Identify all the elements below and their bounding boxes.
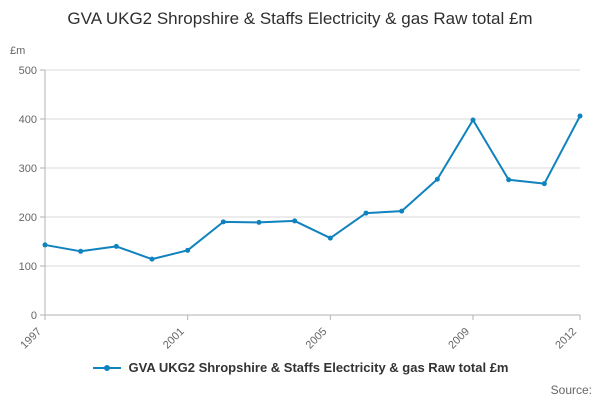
source-label: Source: bbox=[550, 383, 592, 397]
svg-text:200: 200 bbox=[19, 212, 37, 224]
svg-text:500: 500 bbox=[19, 65, 37, 77]
y-axis-unit-label: £m bbox=[10, 45, 26, 57]
svg-text:400: 400 bbox=[19, 114, 37, 126]
svg-text:2001: 2001 bbox=[161, 326, 187, 352]
legend-label: GVA UKG2 Shropshire & Staffs Electricity… bbox=[128, 360, 509, 375]
svg-text:300: 300 bbox=[19, 163, 37, 175]
legend-item[interactable]: GVA UKG2 Shropshire & Staffs Electricity… bbox=[0, 360, 600, 375]
svg-text:1997: 1997 bbox=[18, 326, 44, 352]
line-chart: 0 100 200 300 400 500 1997 2001 2005 2009 2012 bbox=[18, 65, 583, 352]
svg-text:2009: 2009 bbox=[446, 326, 472, 352]
svg-text:2012: 2012 bbox=[553, 326, 579, 352]
legend-line-icon bbox=[92, 364, 121, 371]
svg-text:0: 0 bbox=[31, 310, 37, 322]
svg-text:2005: 2005 bbox=[304, 326, 330, 352]
svg-text:100: 100 bbox=[19, 261, 37, 273]
chart-title: GVA UKG2 Shropshire & Staffs Electricity… bbox=[67, 9, 533, 28]
